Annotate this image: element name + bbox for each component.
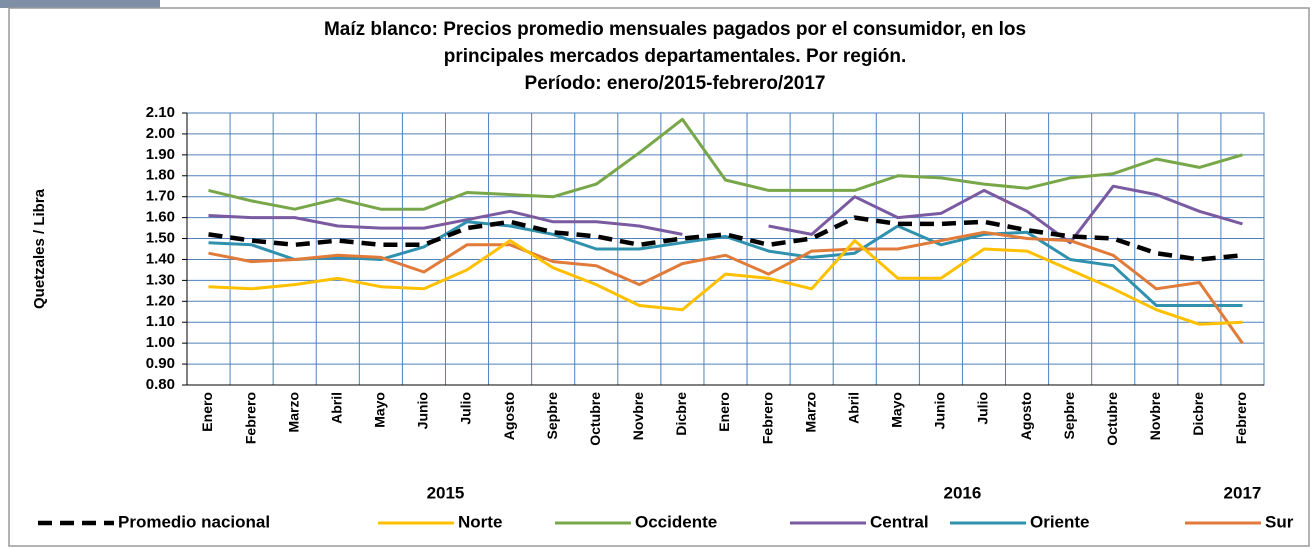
x-tick-label: Enero: [199, 392, 215, 432]
x-tick-label: Febrero: [242, 392, 258, 444]
y-tick-label: 1.80: [146, 167, 175, 184]
x-tick-label: Sepbre: [544, 392, 560, 440]
legend-label: Central: [870, 512, 929, 531]
y-tick-label: 1.60: [146, 209, 175, 226]
legend-label: Occidente: [635, 512, 717, 531]
x-tick-label: Febrero: [759, 392, 775, 444]
series-line: [208, 184, 1243, 245]
series-line: [208, 220, 1243, 307]
x-tick-label: Abril: [845, 392, 861, 424]
plot-area: [186, 112, 1265, 386]
x-tick-label: Enero: [716, 392, 732, 432]
chart-title: Período: enero/2015-febrero/2017: [525, 73, 826, 94]
y-tick-label: 1.90: [146, 146, 175, 163]
chart-title: principales mercados departamentales. Po…: [444, 46, 907, 67]
series-line: [208, 239, 1243, 326]
y-tick-label: 1.20: [146, 292, 175, 309]
tab-decoration: [0, 0, 160, 8]
year-label: 2017: [1224, 483, 1262, 502]
y-tick-label: 1.10: [146, 313, 175, 330]
series-line: [208, 117, 1243, 211]
x-tick-label: Agosto: [501, 392, 517, 440]
legend-label: Norte: [458, 512, 502, 531]
y-tick-label: 1.30: [146, 271, 175, 288]
legend-label: Promedio nacional: [118, 512, 270, 531]
y-tick-label: 0.90: [146, 355, 175, 372]
y-tick-label: 1.40: [146, 250, 175, 267]
year-label: 2015: [427, 483, 465, 502]
x-tick-label: Febrero: [1233, 392, 1249, 444]
x-tick-label: Dicbre: [673, 392, 689, 436]
x-tick-label: Dicbre: [1190, 392, 1206, 436]
chart-frame: [8, 7, 1310, 547]
legend-label: Sur: [1265, 512, 1294, 531]
y-tick-label: 1.00: [146, 334, 175, 351]
y-tick-label: 1.50: [146, 230, 175, 247]
legend-label: Oriente: [1030, 512, 1090, 531]
x-tick-label: Mayo: [372, 392, 388, 428]
x-tick-label: Junio: [415, 392, 431, 429]
x-tick-label: Octubre: [1104, 392, 1120, 446]
x-tick-label: Octubre: [587, 392, 603, 446]
year-label: 2016: [944, 483, 982, 502]
x-tick-label: Abril: [328, 392, 344, 424]
y-axis-label: Quetzales / Libra: [31, 188, 48, 309]
chart-title: Maíz blanco: Precios promedio mensuales …: [324, 19, 1026, 40]
x-tick-label: Julio: [458, 392, 474, 425]
x-tick-label: Junio: [932, 392, 948, 429]
x-tick-label: Mayo: [889, 392, 905, 428]
x-tick-label: Julio: [975, 392, 991, 425]
y-tick-label: 0.80: [146, 376, 175, 393]
y-tick-label: 1.70: [146, 188, 175, 205]
series-line: [208, 230, 1244, 345]
x-tick-label: Agosto: [1018, 392, 1034, 440]
y-tick-label: 2.10: [146, 104, 175, 121]
x-tick-label: Marzo: [285, 392, 301, 432]
x-tick-label: Novbre: [630, 392, 646, 440]
x-tick-label: Novbre: [1147, 392, 1163, 440]
x-tick-label: Marzo: [802, 392, 818, 432]
x-tick-label: Sepbre: [1061, 392, 1077, 440]
y-tick-label: 2.00: [146, 125, 175, 142]
